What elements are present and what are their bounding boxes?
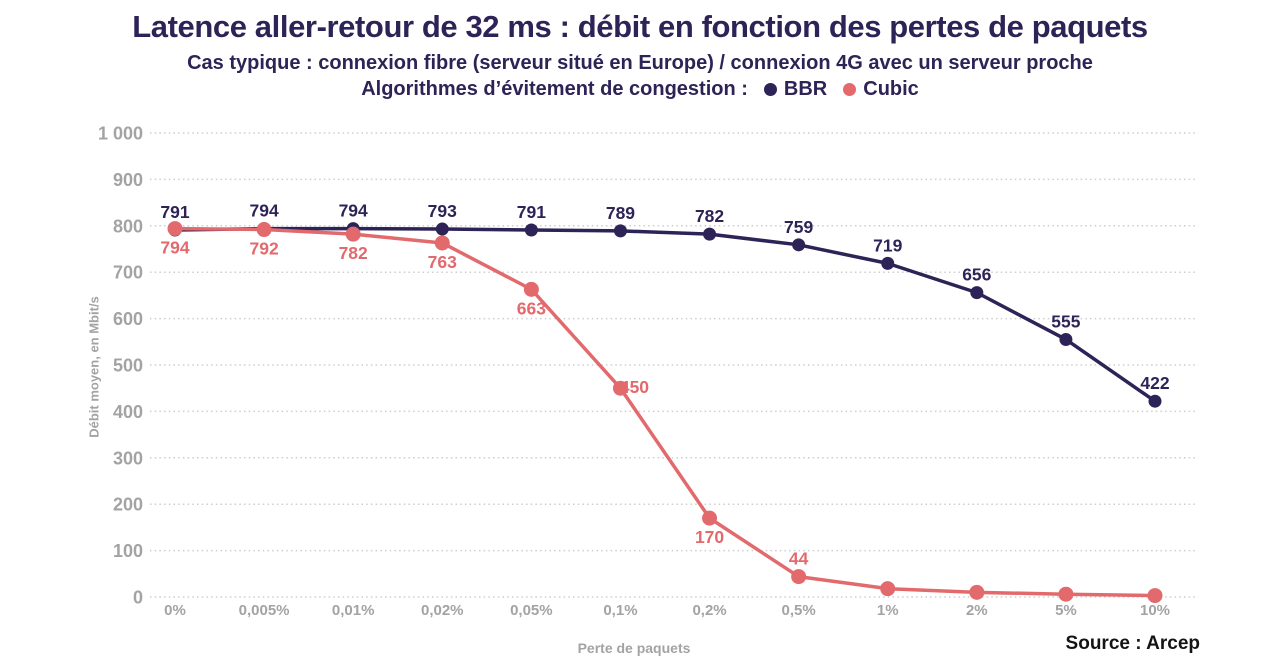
data-label-bbr: 656: [962, 265, 991, 285]
data-label-cubic: 170: [695, 527, 724, 547]
data-point-cubic: [702, 510, 718, 526]
data-label-bbr: 555: [1051, 311, 1080, 331]
data-label-bbr: 759: [784, 217, 813, 237]
y-tick-label: 600: [113, 309, 143, 329]
data-label-cubic: 792: [249, 239, 278, 259]
x-tick-label: 10%: [1140, 602, 1170, 619]
data-label-cubic: 794: [160, 238, 189, 258]
y-tick-label: 900: [113, 170, 143, 190]
legend-label-cubic: Cubic: [863, 78, 919, 100]
x-tick-label: 0,02%: [421, 602, 464, 619]
data-label-cubic: 44: [789, 549, 809, 569]
data-label-bbr: 794: [339, 201, 368, 221]
data-point-bbr: [524, 223, 538, 237]
data-point-cubic: [791, 569, 807, 585]
legend-title: Algorithmes d’évitement de congestion :: [361, 78, 748, 100]
legend-item-cubic: Cubic: [843, 78, 919, 101]
y-tick-label: 700: [113, 263, 143, 283]
x-tick-label: 2%: [966, 602, 988, 619]
data-label-bbr: 793: [428, 201, 457, 221]
data-label-cubic: 663: [517, 298, 546, 318]
chart-subtitle: Cas typique : connexion fibre (serveur s…: [187, 52, 1093, 74]
data-point-bbr: [792, 238, 806, 252]
data-point-bbr: [970, 286, 984, 300]
data-label-bbr: 422: [1140, 373, 1169, 393]
data-point-cubic: [345, 226, 361, 242]
y-tick-label: 100: [113, 541, 143, 561]
y-tick-label: 0: [133, 588, 143, 608]
data-point-bbr: [435, 222, 449, 236]
data-label-cubic: 782: [339, 243, 368, 263]
data-label-bbr: 719: [873, 235, 902, 255]
data-label-bbr: 791: [160, 202, 189, 222]
series-line-bbr: [173, 226, 1157, 403]
chart-title: Latence aller-retour de 32 ms : débit en…: [132, 9, 1148, 44]
data-point-cubic: [1058, 586, 1074, 602]
y-axis-title: Débit moyen, en Mbit/s: [86, 296, 102, 438]
y-tick-label: 1 000: [98, 124, 143, 144]
data-point-cubic: [1147, 588, 1163, 604]
source-caption: Source : Arcep: [1065, 633, 1200, 654]
data-label-bbr: 789: [606, 203, 635, 223]
data-point-cubic: [612, 380, 628, 396]
y-tick-label: 500: [113, 356, 143, 376]
x-tick-label: 0,01%: [332, 602, 375, 619]
data-point-bbr: [1059, 332, 1073, 346]
x-axis-title: Perte de paquets: [577, 640, 691, 656]
data-point-cubic: [880, 581, 896, 597]
data-label-bbr: 791: [517, 202, 546, 222]
data-point-cubic: [256, 222, 272, 238]
y-tick-label: 200: [113, 495, 143, 515]
x-tick-label: 0,005%: [239, 602, 290, 619]
y-tick-label: 300: [113, 448, 143, 468]
x-tick-label: 0,1%: [603, 602, 637, 619]
x-tick-label: 0,5%: [782, 602, 816, 619]
data-point-bbr: [881, 256, 895, 270]
legend-label-bbr: BBR: [783, 78, 828, 100]
x-tick-label: 0%: [164, 602, 186, 619]
x-tick-label: 0,05%: [510, 602, 553, 619]
cubic-series-dot-icon: [843, 83, 857, 96]
series-line-cubic: [173, 226, 1157, 598]
data-point-cubic: [434, 235, 450, 251]
data-point-cubic: [969, 584, 985, 600]
chart-legend: Algorithmes d’évitement de congestion : …: [0, 78, 1280, 101]
data-point-cubic: [523, 281, 539, 297]
y-tick-label: 400: [113, 402, 143, 422]
x-tick-label: 5%: [1055, 602, 1077, 619]
x-tick-label: 1%: [877, 602, 899, 619]
data-label-bbr: 782: [695, 206, 724, 226]
chart-header: Latence aller-retour de 32 ms : débit en…: [0, 0, 1280, 101]
data-point-bbr: [1148, 394, 1162, 408]
data-point-bbr: [703, 227, 717, 241]
legend-item-bbr: BBR: [763, 78, 828, 101]
data-label-cubic: 763: [428, 252, 457, 272]
data-label-cubic: 450: [620, 377, 649, 397]
y-tick-label: 800: [113, 216, 143, 236]
x-tick-label: 0,2%: [692, 602, 726, 619]
data-label-bbr: 794: [249, 201, 278, 221]
data-point-bbr: [613, 224, 627, 238]
bbr-series-dot-icon: [763, 83, 777, 96]
data-point-cubic: [167, 221, 183, 237]
